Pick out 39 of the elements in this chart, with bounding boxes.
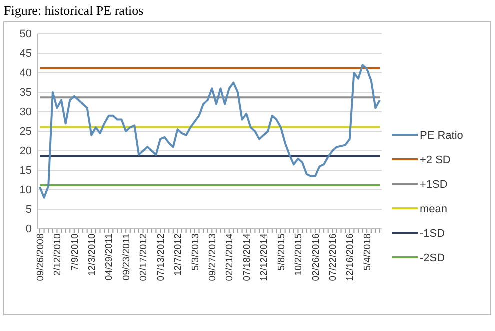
x-tick-label: 12/12/2014	[259, 234, 270, 282]
y-tick-label: 20	[20, 146, 32, 158]
legend-label: -2SD	[420, 252, 446, 264]
legend-label: +2 SD	[420, 154, 451, 166]
y-tick-label: 50	[20, 28, 32, 41]
legend-label: mean	[420, 203, 448, 216]
y-tick-label: 10	[20, 184, 32, 197]
chart-title: Figure: historical PE ratios	[4, 3, 144, 18]
y-tick-label: 30	[20, 106, 32, 119]
y-tick-label: 15	[20, 165, 32, 178]
x-tick-label: 07/18/2014	[242, 234, 253, 282]
legend-label: -1SD	[420, 228, 446, 240]
x-tick-label: 04/29/2011	[104, 234, 116, 281]
x-tick-label: 10/2/2015	[294, 234, 305, 276]
y-tick-label: 5	[26, 204, 32, 216]
x-tick-label: 12/3/2010	[86, 234, 98, 276]
y-tick-label: 45	[20, 48, 32, 60]
x-tick-label: 7/9/2010	[70, 234, 81, 271]
x-tick-label: 09/27/2013	[207, 234, 218, 282]
y-tick-label: 25	[20, 126, 32, 138]
line-series	[39, 64, 381, 199]
x-tick-label: 09/26/2008	[35, 234, 46, 282]
x-tick-label: 2/12/2010	[52, 234, 64, 276]
x-tick-label: 5/4/2018	[362, 234, 374, 271]
x-tick-label: 02/26/2016	[310, 234, 322, 282]
y-tick-label: 0	[26, 224, 32, 236]
legend-label: +1SD	[420, 178, 448, 191]
x-tick-label: 12/7/2012	[173, 234, 184, 276]
x-tick-label: 02/21/2014	[224, 234, 236, 282]
y-tick-label: 35	[20, 87, 32, 100]
legend-label: PE Ratio	[420, 130, 464, 142]
x-tick-label: 5/3/2013	[190, 234, 202, 271]
x-tick-label: 07/22/2016	[328, 234, 339, 282]
x-tick-label: 5/8/2015	[276, 234, 288, 271]
y-tick-label: 40	[20, 68, 32, 80]
x-tick-label: 07/13/2012	[156, 234, 167, 282]
x-tick-label: 02/17/2012	[138, 234, 150, 282]
x-tick-label: 09/23/2011	[121, 234, 132, 281]
x-tick-label: 12/16/2016	[345, 234, 356, 282]
